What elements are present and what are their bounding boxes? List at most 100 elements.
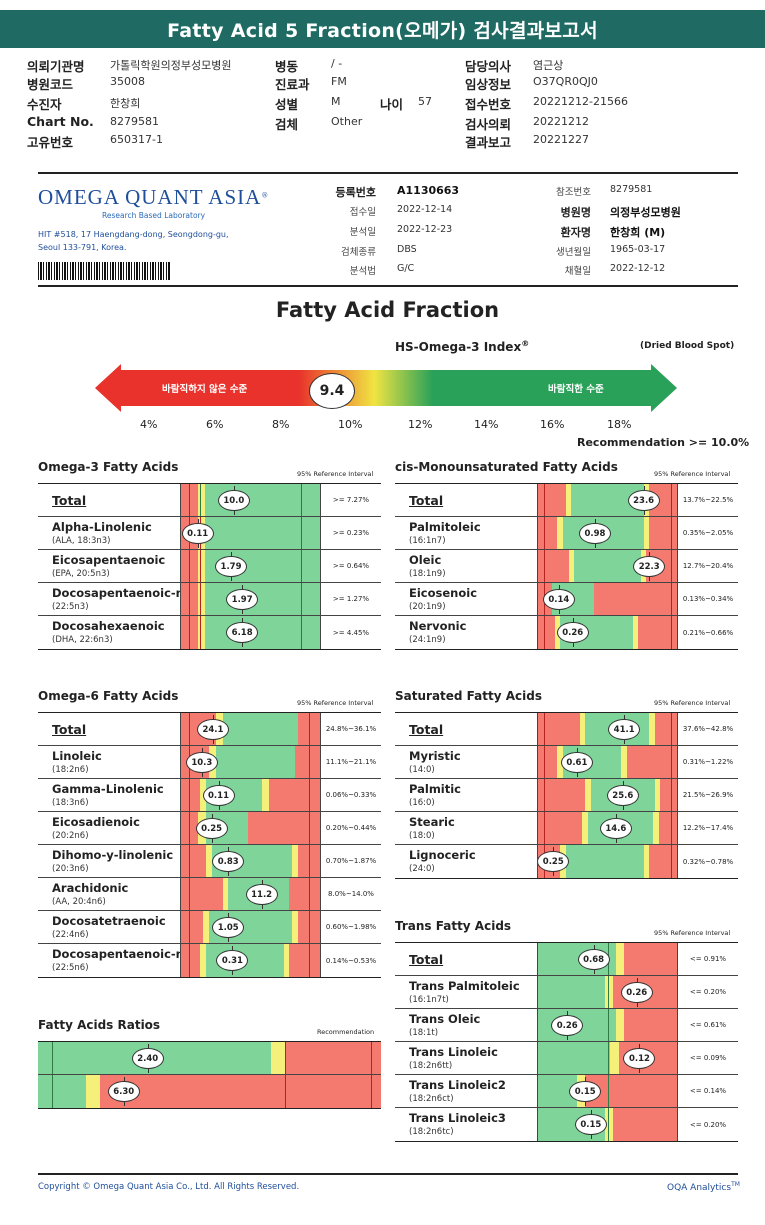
analyte-code: (24:1n9) <box>409 635 446 645</box>
lab-address: HIT #518, 17 Haengdang-dong, Seongdong-g… <box>38 228 258 254</box>
table-row: Trans Palmitoleic (16:1n7t) 0.26 <= 0.20% <box>395 976 738 1009</box>
result-bar: 14.6 <box>537 812 677 844</box>
reference-interval-header: 95% Reference Interval <box>654 929 731 937</box>
range-segment <box>181 911 204 943</box>
analyte-name: Nervonic <box>409 619 467 633</box>
range-segment <box>200 944 206 977</box>
result-bar: 0.11 <box>180 517 320 549</box>
result-value-marker: 1.05 <box>212 913 245 942</box>
range-line <box>543 812 545 844</box>
range-segment <box>658 812 677 844</box>
result-value-marker: 10.0 <box>217 486 250 515</box>
range-line <box>671 616 673 649</box>
lab-tagline: Research Based Laboratory <box>102 211 206 220</box>
analyte-code: (ALA, 18:3n3) <box>52 536 111 546</box>
analyte-code: (EPA, 20:5n3) <box>52 569 110 579</box>
range-segment <box>222 713 298 745</box>
info-value: 의정부성모병원 <box>610 206 681 219</box>
table-row: Docosapentaenoic-n3 (22:5n3) 1.97 >= 1.27% <box>38 583 381 616</box>
cis-mono-table: Total 23.6 13.7%~22.5% Palmitoleic (16:1n7) 0… <box>395 483 738 650</box>
range-segment <box>204 616 320 649</box>
result-bar: 0.15 <box>537 1108 677 1141</box>
analyte-name: Eicosapentaenoic <box>52 553 166 567</box>
reference-interval: <= 0.20% <box>677 976 738 1008</box>
range-segment <box>181 845 207 877</box>
range-segment <box>204 583 320 615</box>
analyte-name: Trans Linoleic2 <box>409 1078 506 1092</box>
range-line <box>308 911 310 943</box>
range-line <box>200 583 202 615</box>
header-value: Other <box>331 115 363 128</box>
range-line <box>607 1009 609 1041</box>
range-line <box>671 779 673 811</box>
analyte-name: Eicosadienoic <box>52 815 140 829</box>
range-line <box>671 746 673 778</box>
header-label: 의뢰기관명 <box>27 59 85 74</box>
scale-tick-label: 10% <box>338 418 363 431</box>
range-segment <box>615 943 625 975</box>
reference-interval: 0.14%~0.53% <box>320 944 381 977</box>
desirable-label: 바람직한 수준 <box>548 384 604 395</box>
header-value: 염근상 <box>533 59 564 72</box>
range-segment <box>284 1042 381 1074</box>
analyte-name: Trans Linoleic <box>409 1045 498 1059</box>
reference-interval: <= 0.09% <box>677 1042 738 1074</box>
result-bar: 6.18 <box>180 616 320 649</box>
result-value-marker: 0.15 <box>574 1110 607 1139</box>
range-segment <box>593 583 677 615</box>
range-line <box>370 1042 372 1074</box>
range-segment <box>654 779 661 811</box>
analyte-code: (18:2n6tc) <box>409 1127 454 1137</box>
range-line <box>300 517 302 549</box>
table-row: Docosatetraenoic (22:4n6) 1.05 0.60%~1.98% <box>38 911 381 944</box>
reference-interval: 0.13%~0.34% <box>677 583 738 615</box>
table-row: Trans Oleic (18:1t) 0.26 <= 0.61% <box>395 1009 738 1042</box>
reference-interval: 12.7%~20.4% <box>677 550 738 582</box>
range-segment <box>99 1075 381 1108</box>
range-segment <box>538 713 580 745</box>
range-segment <box>604 1108 614 1141</box>
header-value: 한창희 <box>110 97 141 110</box>
analyte-code: (20:3n6) <box>52 864 89 874</box>
result-bar: 0.26 <box>537 616 677 649</box>
result-bar: 23.6 <box>537 484 677 516</box>
range-segment <box>204 517 320 549</box>
analyte-code: (18:0) <box>409 831 435 841</box>
range-line <box>543 550 545 582</box>
table-row: Alpha-Linolenic (ALA, 18:3n3) 0.11 >= 0.23% <box>38 517 381 550</box>
result-value-marker: 2.40 <box>131 1044 164 1073</box>
range-line <box>308 878 310 910</box>
header-value: / - <box>331 57 343 70</box>
result-value-marker: 0.14 <box>542 585 575 614</box>
omega3-title: Omega-3 Fatty Acids <box>38 460 179 474</box>
index-scale <box>95 364 677 412</box>
range-line <box>671 812 673 844</box>
range-line <box>308 746 310 778</box>
result-bar: 1.79 <box>180 550 320 582</box>
info-value: 8279581 <box>610 184 653 195</box>
range-line <box>300 583 302 615</box>
header-value: 650317-1 <box>110 133 163 146</box>
analyte-code: (22:5n6) <box>52 963 89 973</box>
range-segment <box>289 944 320 977</box>
range-segment <box>660 779 677 811</box>
table-row: Docosapentaenoic-n6 (22:5n6) 0.31 0.14%~0.5… <box>38 944 381 977</box>
result-bar: 24.1 <box>180 713 320 745</box>
range-segment <box>649 713 655 745</box>
range-segment <box>297 845 320 877</box>
table-row: Arachidonic (AA, 20:4n6) 11.2 8.0%~14.0% <box>38 878 381 911</box>
reference-interval: 37.6%~42.8% <box>677 713 738 745</box>
analyte-name: Oleic <box>409 553 442 567</box>
result-value-marker: 0.26 <box>551 1011 584 1040</box>
logo-mark: ® <box>261 191 269 200</box>
reference-interval: >= 4.45% <box>320 616 381 649</box>
range-segment <box>289 878 320 910</box>
range-segment <box>604 976 614 1008</box>
info-value: A1130663 <box>397 184 460 197</box>
result-bar: 0.26 <box>537 976 677 1008</box>
range-segment <box>649 845 677 878</box>
reference-interval: >= 1.27% <box>320 583 381 615</box>
range-line <box>189 484 191 516</box>
analyte-code: (20:1n9) <box>409 602 446 612</box>
table-row: Eicosenoic (20:1n9) 0.14 0.13%~0.34% <box>395 583 738 616</box>
